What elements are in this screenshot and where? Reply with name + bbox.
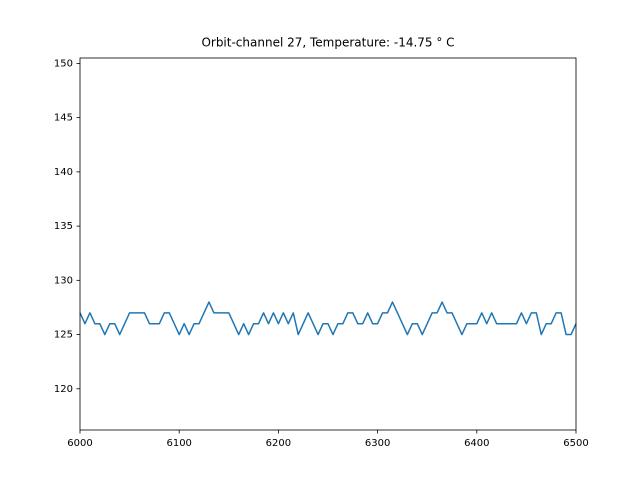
data-line [79, 301, 577, 336]
y-tick-label: 145 [54, 113, 73, 124]
y-tick-label: 150 [54, 58, 73, 69]
y-tick-label: 130 [54, 275, 73, 286]
x-tick-label: 6000 [67, 438, 92, 449]
y-tick-label: 125 [54, 330, 73, 341]
chart-title: Orbit-channel 27, Temperature: -14.75 ° … [201, 36, 454, 50]
x-tick-label: 6300 [365, 438, 390, 449]
x-tick-label: 6500 [563, 438, 588, 449]
x-tick-label: 6200 [266, 438, 291, 449]
y-tick-label: 120 [54, 384, 73, 395]
plot-frame [79, 57, 577, 431]
x-tick-label: 6100 [166, 438, 191, 449]
y-tick-label: 140 [54, 167, 73, 178]
x-tick-label: 6400 [464, 438, 489, 449]
y-tick-label: 135 [54, 221, 73, 232]
